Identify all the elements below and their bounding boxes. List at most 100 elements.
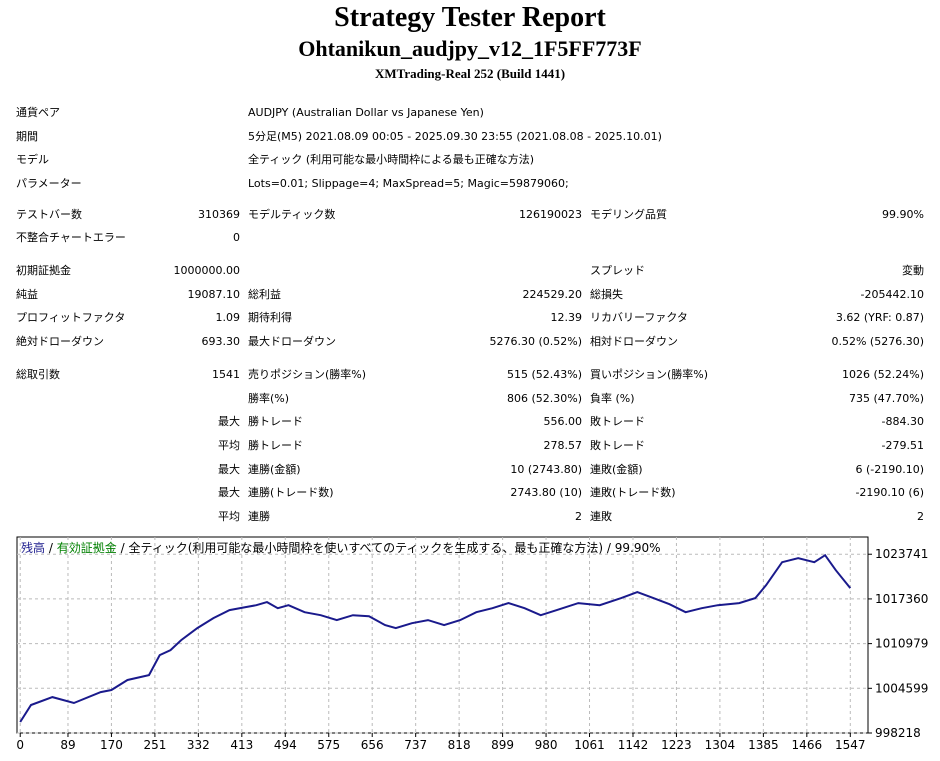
report-server: XMTrading-Real 252 (Build 1441) — [374, 66, 566, 81]
stat-value: 99.90% — [882, 207, 924, 221]
stat-value: 10 (2743.80) — [510, 462, 582, 476]
y-tick-label: 1023741 — [875, 547, 928, 561]
stat-label: スプレッド — [590, 264, 645, 278]
stat-value: 2 — [917, 509, 924, 523]
x-tick-label: 575 — [317, 738, 340, 752]
stat-label: 売りポジション(勝率%) — [248, 368, 367, 382]
stat-label: 連敗(金額) — [590, 462, 643, 476]
stat-label: 絶対ドローダウン — [16, 335, 104, 348]
info-value: 全ティック (利用可能な最小時間枠による最も正確な方法) — [248, 153, 535, 166]
balance-line — [19, 553, 852, 723]
stat-label: モデルティック数 — [248, 207, 336, 221]
x-tick-label: 1304 — [705, 738, 736, 752]
info-value: Lots=0.01; Slippage=4; MaxSpread=5; Magi… — [248, 176, 569, 190]
stat-value: 1026 (52.24%) — [841, 368, 924, 382]
stat-label: 総利益 — [248, 287, 281, 301]
x-tick-label: 1142 — [618, 738, 649, 752]
stat-value: 平均 — [218, 438, 240, 452]
stat-value: 2743.80 (10) — [510, 486, 582, 500]
stat-value: 224529.20 — [522, 287, 583, 301]
stat-value: 3.62 (YRF: 0.87) — [835, 311, 924, 325]
stat-value: 最大 — [218, 462, 240, 476]
stat-value: 最大 — [218, 415, 240, 429]
stat-value: 変動 — [902, 264, 924, 278]
stat-value: 515 (52.43%) — [506, 368, 582, 382]
stat-label: 純益 — [16, 287, 38, 301]
plot-area — [16, 536, 869, 734]
stat-value: 0.52% (5276.30) — [831, 335, 924, 348]
stat-label: 最大ドローダウン — [248, 335, 336, 348]
stat-value: 806 (52.30%) — [506, 391, 582, 405]
stat-value: -2190.10 (6) — [855, 486, 924, 500]
report-title: Strategy Tester Report — [334, 2, 606, 33]
x-tick-label: 0 — [16, 738, 24, 752]
x-tick-label: 818 — [448, 738, 471, 752]
x-tick-label: 251 — [143, 738, 166, 752]
stat-value: 310369 — [198, 207, 240, 221]
legend-quality: 99.90% — [615, 541, 661, 555]
stat-label: 連敗 — [590, 509, 612, 523]
stat-label: 連勝 — [248, 509, 270, 523]
stat-label: 勝率(%) — [248, 391, 290, 405]
x-tick-label: 656 — [361, 738, 384, 752]
stat-value: 19087.10 — [187, 287, 241, 301]
stat-label: 勝トレード — [248, 415, 303, 429]
info-label: パラメーター — [16, 176, 82, 190]
stat-label: 期待利得 — [248, 311, 292, 325]
x-tick-label: 1547 — [835, 738, 866, 752]
stat-value: 735 (47.70%) — [848, 391, 924, 405]
stat-label: 連勝(金額) — [248, 462, 301, 476]
stat-label: プロフィットファクタ — [16, 311, 126, 325]
stat-label: リカバリーファクタ — [590, 311, 688, 325]
stat-label: 不整合チャートエラー — [16, 231, 126, 245]
stat-value: 1.09 — [215, 311, 241, 325]
stat-label: モデリング品質 — [590, 207, 667, 221]
stat-label: 買いポジション(勝率%) — [590, 368, 709, 382]
stat-value: 5276.30 (0.52%) — [489, 335, 582, 348]
x-tick-label: 413 — [230, 738, 253, 752]
stat-value: 12.39 — [550, 311, 583, 325]
y-tick-label: 1004599 — [875, 681, 928, 695]
legend-separator: / — [121, 541, 126, 555]
y-tick-label: 998218 — [875, 726, 921, 740]
info-label: 期間 — [16, 129, 38, 143]
legend-equity: 有効証拠金 — [57, 540, 117, 555]
x-tick-label: 980 — [535, 738, 558, 752]
stat-value: 最大 — [218, 486, 240, 500]
info-label: モデル — [16, 153, 49, 166]
x-tick-label: 899 — [491, 738, 514, 752]
stat-label: テストバー数 — [16, 207, 82, 221]
stat-value: 1541 — [212, 368, 240, 382]
y-tick-label: 1010979 — [875, 637, 928, 651]
stat-value: 平均 — [218, 509, 240, 523]
stat-label: 相対ドローダウン — [590, 335, 678, 348]
stat-label: 初期証拠金 — [16, 264, 71, 278]
info-value: 5分足(M5) 2021.08.09 00:05 - 2025.09.30 23… — [248, 129, 662, 143]
stat-label: 負率 (%) — [590, 391, 635, 405]
legend-balance: 残高 — [21, 540, 45, 555]
stat-value: 6 (-2190.10) — [855, 462, 924, 476]
x-tick-label: 332 — [187, 738, 210, 752]
stat-value: 126190023 — [519, 207, 582, 221]
x-tick-label: 494 — [274, 738, 297, 752]
x-tick-label: 1061 — [574, 738, 605, 752]
stat-value: 2 — [575, 509, 582, 523]
legend-separator: / — [49, 541, 54, 555]
stat-label: 総取引数 — [16, 368, 60, 382]
stat-label: 敗トレード — [590, 415, 645, 429]
y-tick-label: 1017360 — [875, 592, 928, 606]
x-tick-label: 1466 — [792, 738, 823, 752]
stat-value: 0 — [233, 231, 240, 245]
stat-label: 総損失 — [590, 287, 623, 301]
stat-value: 693.30 — [201, 335, 241, 348]
legend-description: 全ティック(利用可能な最小時間枠を使いすべてのティックを生成する、最も正確な方法… — [128, 540, 603, 555]
x-tick-label: 1385 — [748, 738, 779, 752]
info-value: AUDJPY (Australian Dollar vs Japanese Ye… — [248, 106, 484, 119]
report-subtitle: Ohtanikun_audjpy_v12_1F5FF773F — [298, 36, 642, 61]
stat-value: 1000000.00 — [173, 264, 240, 278]
stat-value: 278.57 — [543, 438, 583, 452]
x-tick-label: 737 — [404, 738, 427, 752]
stat-label: 敗トレード — [590, 438, 645, 452]
stat-value: -279.51 — [881, 438, 924, 452]
